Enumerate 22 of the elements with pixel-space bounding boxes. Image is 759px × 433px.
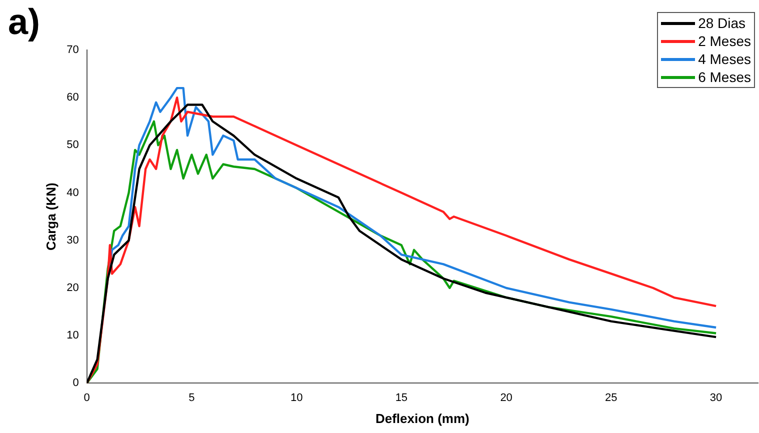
x-tick-label: 0 [84, 392, 90, 404]
y-tick-label: 60 [66, 92, 79, 104]
legend-label: 2 Meses [698, 32, 751, 50]
y-tick-label: 20 [66, 282, 79, 294]
x-tick-label: 10 [290, 392, 303, 404]
x-tick-label: 20 [500, 392, 512, 404]
y-tick-label: 30 [66, 234, 79, 246]
text: a) [8, 1, 40, 42]
x-axis-title: Deflexion (mm) [375, 410, 470, 426]
x-tick-label: 30 [710, 392, 722, 404]
y-tick-label: 70 [66, 44, 79, 56]
y-tick-label: 0 [72, 377, 79, 390]
legend-label: 28 Dias [698, 14, 746, 32]
y-axis-title: Carga (KN) [43, 182, 58, 251]
y-tick-label: 50 [66, 139, 79, 152]
y-tick-label: 40 [66, 186, 79, 199]
legend-label: 4 Meses [698, 50, 751, 68]
x-tick-label: 15 [395, 392, 408, 404]
legend-label: 6 Meses [698, 68, 751, 86]
x-tick-label: 5 [188, 392, 195, 404]
y-tick-label: 10 [66, 330, 79, 342]
x-tick-label: 25 [605, 392, 618, 404]
